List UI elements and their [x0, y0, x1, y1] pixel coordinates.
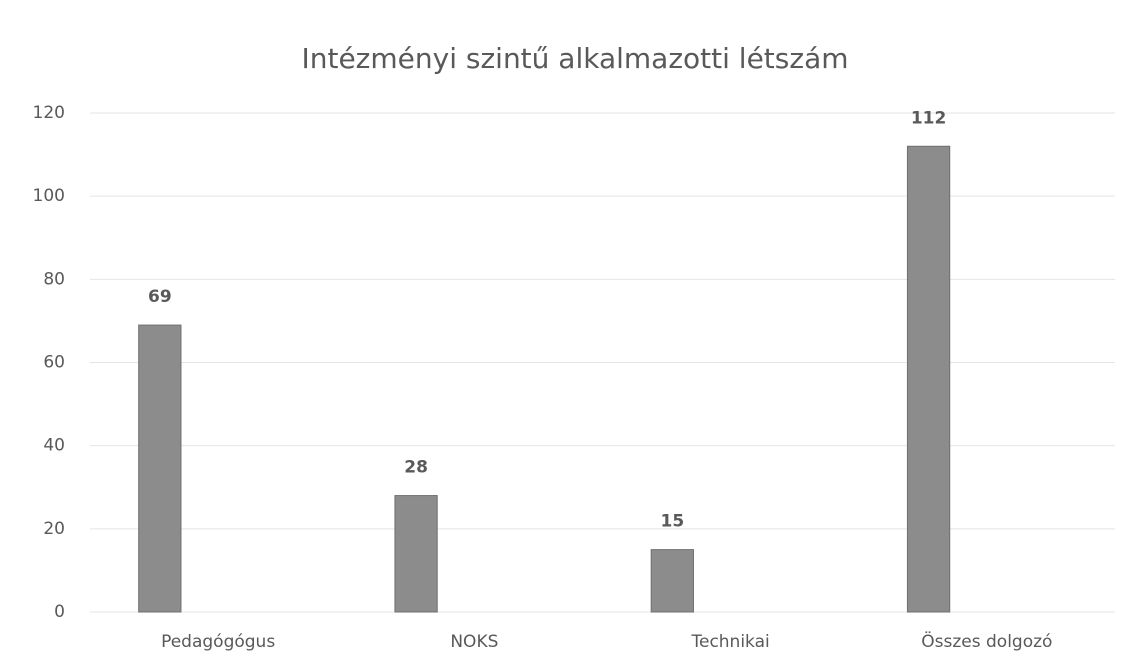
x-tick-label: Összes dolgozó: [921, 630, 1052, 652]
y-tick-label: 20: [43, 519, 65, 539]
x-tick-label: NOKS: [450, 632, 498, 652]
y-tick-label: 40: [43, 436, 65, 456]
bar: [906, 145, 951, 613]
y-tick-label: 0: [54, 602, 65, 622]
data-label: 112: [911, 108, 947, 128]
y-tick-label: 100: [33, 186, 65, 206]
y-tick-label: 120: [33, 103, 65, 123]
bar: [138, 324, 182, 613]
data-label: 28: [404, 458, 428, 478]
x-tick-label: Technikai: [690, 632, 769, 652]
data-label: 69: [148, 287, 172, 307]
bar: [394, 495, 438, 613]
bar: [650, 549, 694, 613]
y-tick-label: 60: [43, 353, 65, 373]
y-tick-label: 80: [43, 269, 65, 289]
data-label: 15: [660, 512, 684, 532]
chart-title: Intézményi szintű alkalmazotti létszám: [301, 42, 848, 75]
x-tick-label: Pedagógógus: [161, 632, 275, 652]
